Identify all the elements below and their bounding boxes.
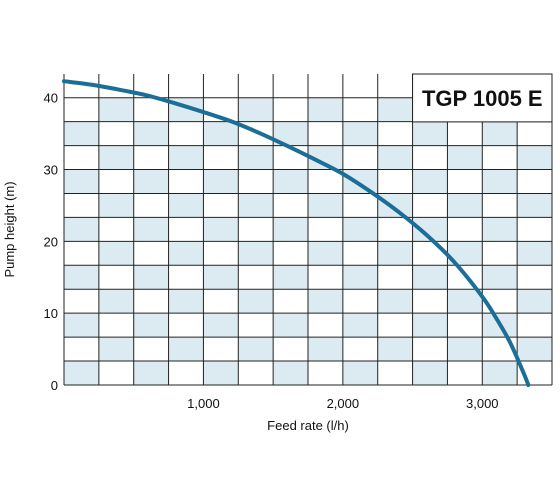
grid-cell: [133, 313, 169, 338]
chart-title: TGP 1005 E: [422, 86, 543, 111]
grid-cell: [517, 241, 552, 266]
grid-cell: [64, 265, 99, 290]
grid-cell: [342, 217, 378, 242]
title-box: TGP 1005 E: [412, 73, 553, 123]
grid-cell: [342, 169, 378, 194]
grid-cell: [412, 169, 448, 194]
grid-cell: [273, 265, 308, 290]
grid-cell: [342, 265, 378, 290]
grid-cell: [377, 97, 413, 122]
grid-cell: [308, 97, 343, 122]
x-axis-label: Feed rate (l/h): [267, 418, 349, 433]
grid-cell: [64, 121, 99, 146]
grid-cell: [308, 241, 343, 266]
grid-cell: [447, 289, 483, 314]
grid-cell: [168, 337, 204, 362]
grid-cell: [203, 313, 239, 338]
grid-cell: [412, 265, 448, 290]
grid-cell: [203, 265, 239, 290]
grid-cell: [482, 217, 518, 242]
grid-cell: [133, 169, 169, 194]
y-tick-label: 10: [44, 306, 58, 321]
grid-cell: [517, 289, 552, 314]
grid-cell: [273, 217, 308, 242]
grid-cell: [447, 193, 483, 218]
x-tick-label: 1,000: [187, 396, 220, 411]
grid-cell: [517, 193, 552, 218]
grid-cell: [273, 169, 308, 194]
grid-cell: [238, 337, 274, 362]
grid-cell: [238, 97, 274, 122]
series-line: [62, 79, 531, 387]
grid-cell: [98, 193, 134, 218]
grid-cell: [133, 121, 169, 146]
grid-cell: [203, 169, 239, 194]
grid-cell: [482, 265, 518, 290]
grid-cell: [517, 337, 552, 362]
grid-cell: [203, 217, 239, 242]
grid-lines: [63, 74, 553, 386]
grid-cell: [412, 121, 448, 146]
grid-cell: [168, 145, 204, 170]
grid-cell: [308, 337, 343, 362]
grid-cell: [64, 169, 99, 194]
grid-cell: [273, 313, 308, 338]
grid-cell: [98, 289, 134, 314]
grid-cell: [64, 217, 99, 242]
grid-cell: [98, 145, 134, 170]
grid-cell: [342, 361, 378, 385]
grid-cell: [98, 97, 134, 122]
y-axis-label: Pump height (m): [2, 181, 17, 277]
grid-cell: [168, 193, 204, 218]
grid-cell: [273, 361, 308, 385]
grid-cell: [412, 217, 448, 242]
grid-cell: [203, 121, 239, 146]
grid-cell: [482, 169, 518, 194]
grid-cell: [133, 265, 169, 290]
grid-cell: [168, 241, 204, 266]
title-background: [412, 73, 553, 123]
x-tick-label: 3,000: [466, 396, 499, 411]
grid-cell: [203, 361, 239, 385]
grid-cell: [377, 289, 413, 314]
grid-cell: [273, 121, 308, 146]
grid-cell: [64, 313, 99, 338]
grid-cell: [377, 337, 413, 362]
grid-cell: [133, 361, 169, 385]
grid-cell: [342, 313, 378, 338]
pump-curve: [62, 79, 531, 387]
y-tick-label: 20: [44, 234, 58, 249]
grid-cell: [377, 241, 413, 266]
grid-cell: [98, 241, 134, 266]
grid-cell: [377, 193, 413, 218]
grid-cell: [482, 121, 518, 146]
grid-cell: [308, 193, 343, 218]
grid-cell: [482, 361, 518, 385]
grid-cell: [517, 145, 552, 170]
y-axis-ticks: 0 10 20 30 40: [44, 91, 58, 393]
x-tick-label: 2,000: [327, 396, 360, 411]
y-tick-label: 40: [44, 91, 58, 106]
grid-cell: [447, 145, 483, 170]
grid-cell: [377, 145, 413, 170]
grid-cell: [412, 313, 448, 338]
grid-cell: [98, 337, 134, 362]
grid-cell: [238, 193, 274, 218]
grid-cell: [238, 289, 274, 314]
x-axis-ticks: 1,000 2,000 3,000: [187, 396, 498, 411]
grid-cell: [168, 289, 204, 314]
grid-cell: [308, 145, 343, 170]
y-tick-label: 0: [51, 378, 58, 393]
grid-cell: [342, 121, 378, 146]
grid-cell: [64, 361, 99, 385]
grid-cell: [447, 337, 483, 362]
y-tick-label: 30: [44, 163, 58, 178]
grid-cell: [238, 145, 274, 170]
grid-cell: [308, 289, 343, 314]
grid-cell: [238, 241, 274, 266]
grid-cell: [133, 217, 169, 242]
grid-cell: [412, 361, 448, 385]
grid-cell: [447, 241, 483, 266]
